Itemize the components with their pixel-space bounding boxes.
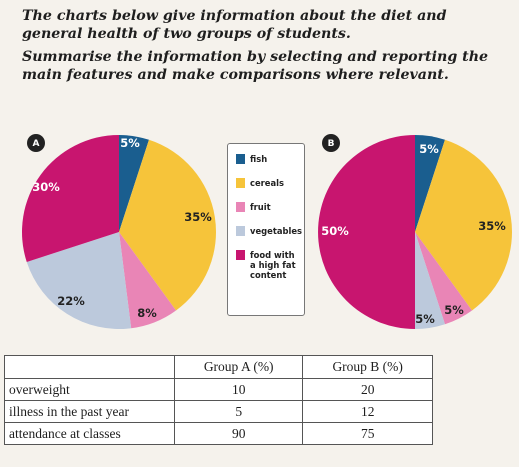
legend-swatch-high-fat — [236, 250, 245, 260]
table-cell-group-b: 12 — [302, 400, 433, 423]
table-row-label: attendance at classes — [4, 422, 175, 445]
pie-b-slice-cereals — [415, 139, 513, 311]
table-cell-group-a: 5 — [173, 400, 304, 423]
pie-a-label-fruit: 8% — [137, 306, 157, 320]
legend-swatch-fruit — [236, 202, 245, 212]
pie-a-label-vegetables: 22% — [57, 294, 85, 308]
pie-a-badge — [27, 134, 45, 152]
pie-b-label-fruit: 5% — [444, 303, 464, 317]
legend-label-high-fat: food with a high fat content — [250, 250, 296, 280]
table-cell-group-b: 20 — [302, 378, 433, 401]
legend-item-vegetables: vegetables — [236, 226, 304, 236]
table-header-group-a: Group A (%) — [173, 355, 304, 379]
legend-item-fish: fish — [236, 154, 304, 164]
health-table: Group A (%) Group B (%) overweight 10 20… — [4, 355, 433, 445]
table-row-label: illness in the past year — [4, 400, 175, 423]
pie-a-slice-cereals — [119, 139, 216, 311]
pie-b-slice-fruit — [415, 232, 473, 325]
pie-a-slice-high-fat — [21, 135, 119, 262]
legend-item-cereals: cereals — [236, 178, 304, 188]
pie-b-slice-vegetables — [415, 232, 445, 329]
legend-swatch-fish — [236, 154, 245, 164]
legend-label-cereals: cereals — [250, 178, 284, 188]
table-row-label: overweight — [4, 378, 175, 401]
pie-a-label-high-fat: 30% — [32, 180, 60, 194]
table-cell-group-a: 90 — [173, 422, 304, 445]
pie-a-label-fish: 5% — [120, 136, 140, 150]
pie-b-slice-high-fat — [318, 135, 415, 329]
pie-a-slice-fish — [119, 135, 149, 232]
pie-b-badge — [322, 134, 340, 152]
legend-swatch-cereals — [236, 178, 245, 188]
table-row: attendance at classes 90 75 — [4, 422, 433, 445]
legend-label-vegetables: vegetables — [250, 226, 303, 236]
pie-b-badge-letter: B — [328, 139, 335, 149]
pie-b-label-cereals: 35% — [478, 219, 506, 233]
task-instructions: The charts below give information about … — [22, 8, 502, 90]
pie-b-label-vegetables: 5% — [415, 312, 435, 326]
pie-a-slice-vegetables — [26, 232, 132, 329]
table-cell-group-b: 75 — [302, 422, 433, 445]
table-row: illness in the past year 5 12 — [4, 400, 433, 423]
table-header-empty — [4, 355, 175, 379]
table-row: overweight 10 20 — [4, 378, 433, 401]
pie-a-badge-letter: A — [33, 139, 40, 149]
pie-b-label-high-fat: 50% — [321, 224, 349, 238]
chart-legend: fish cereals fruit vegetables food with … — [227, 143, 305, 316]
table-header-group-b: Group B (%) — [302, 355, 433, 379]
legend-swatch-vegetables — [236, 226, 245, 236]
table-cell-group-a: 10 — [173, 378, 304, 401]
instruction-line-1: The charts below give information about … — [22, 8, 447, 42]
legend-item-high-fat: food with a high fat content — [236, 250, 304, 280]
pie-charts: 5% 35% 8% 22% 30% A 5% 35% 5% 5% 50% B — [21, 134, 513, 329]
instruction-line-2: Summarise the information by selecting a… — [22, 49, 489, 83]
legend-label-fish: fish — [250, 154, 268, 164]
legend-label-fruit: fruit — [250, 202, 271, 212]
pie-a-label-cereals: 35% — [184, 210, 212, 224]
table-header-row: Group A (%) Group B (%) — [4, 355, 433, 379]
pie-a-slice-fruit — [119, 232, 177, 329]
pie-b-slice-fish — [415, 135, 445, 232]
legend-item-fruit: fruit — [236, 202, 304, 212]
pie-b-label-fish: 5% — [419, 142, 439, 156]
